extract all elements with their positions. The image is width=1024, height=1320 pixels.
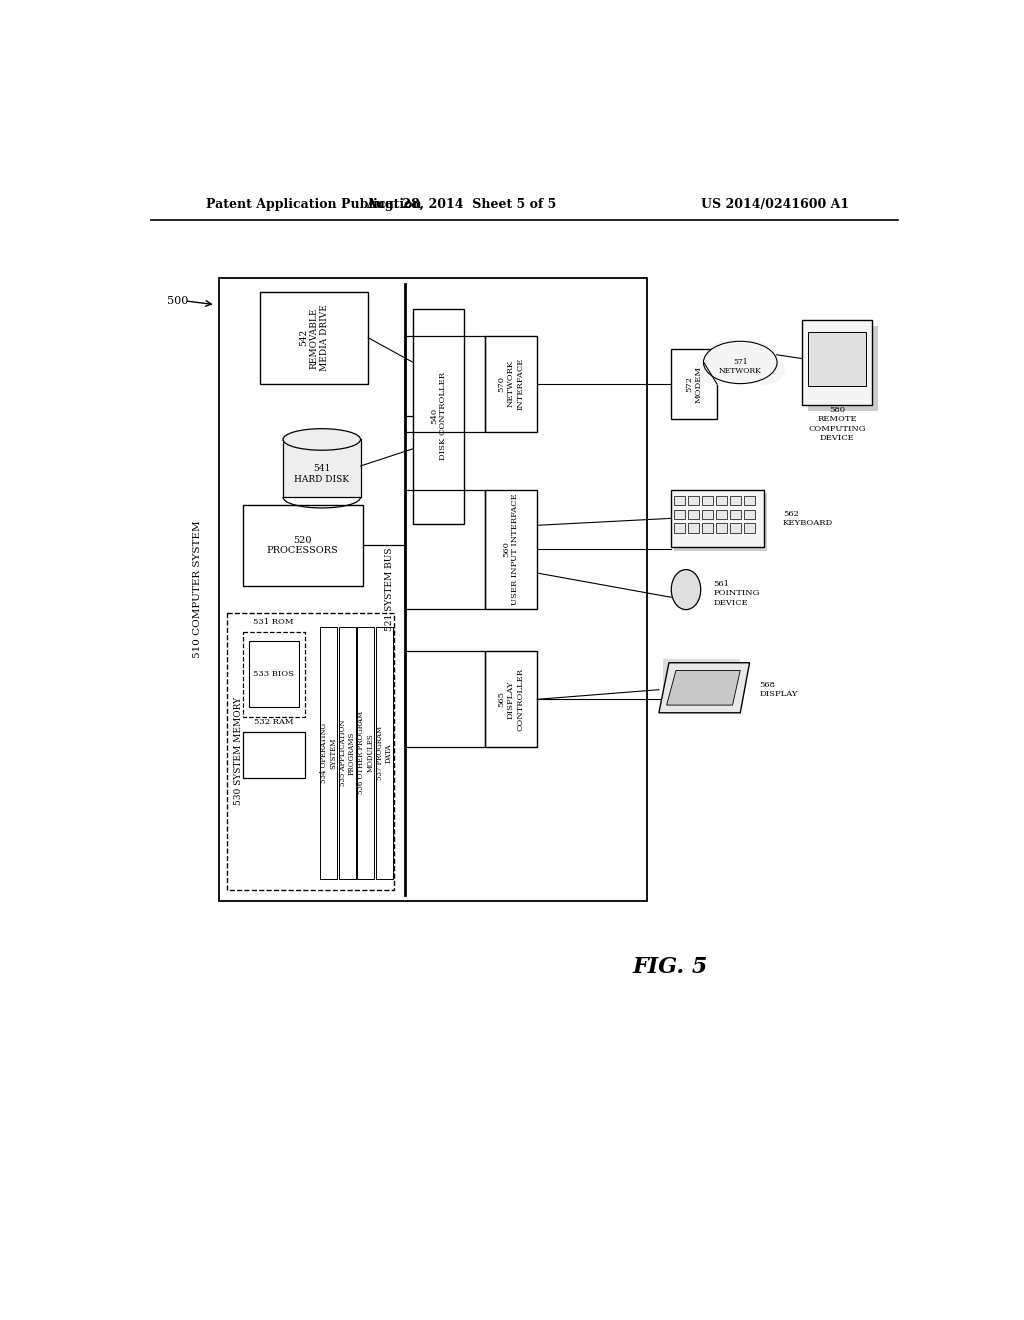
Text: 561
POINTING
DEVICE: 561 POINTING DEVICE: [713, 581, 760, 607]
Bar: [716, 510, 727, 519]
Text: 530 SYSTEM MEMORY: 530 SYSTEM MEMORY: [233, 697, 243, 805]
Bar: [249, 642, 299, 708]
Text: 560
USER INPUT INTERFACE: 560 USER INPUT INTERFACE: [502, 494, 519, 605]
Text: 533 BIOS: 533 BIOS: [253, 671, 294, 678]
Ellipse shape: [672, 570, 700, 610]
Bar: [376, 627, 393, 879]
Ellipse shape: [703, 342, 777, 384]
Bar: [406, 490, 484, 609]
Text: 541
HARD DISK: 541 HARD DISK: [294, 465, 349, 484]
Bar: [744, 496, 755, 506]
Ellipse shape: [734, 339, 769, 367]
Bar: [414, 309, 464, 524]
Ellipse shape: [283, 429, 360, 450]
Bar: [357, 627, 375, 879]
Text: Patent Application Publication: Patent Application Publication: [206, 198, 421, 211]
Text: 565
DISPLAY
CONTROLLER: 565 DISPLAY CONTROLLER: [498, 668, 524, 731]
Polygon shape: [667, 671, 740, 705]
Bar: [219, 277, 647, 902]
Bar: [484, 335, 538, 432]
Bar: [675, 524, 685, 533]
Bar: [730, 524, 741, 533]
Bar: [730, 510, 741, 519]
Bar: [688, 496, 699, 506]
Text: 571
NETWORK: 571 NETWORK: [719, 358, 762, 375]
Text: 562
KEYBOARD: 562 KEYBOARD: [783, 510, 834, 527]
Text: 510 COMPUTER SYSTEM: 510 COMPUTER SYSTEM: [194, 521, 203, 659]
Ellipse shape: [695, 355, 738, 385]
Bar: [243, 632, 305, 717]
Text: 570
NETWORK
INTERFACE: 570 NETWORK INTERFACE: [498, 358, 524, 409]
Text: 542
REMOVABLE
MEDIA DRIVE: 542 REMOVABLE MEDIA DRIVE: [299, 305, 329, 371]
Bar: [716, 524, 727, 533]
Bar: [321, 627, 337, 879]
Text: 536 OTHER PROGRAM
MODULES: 536 OTHER PROGRAM MODULES: [357, 711, 375, 795]
Bar: [283, 440, 360, 498]
Text: 535 APPLICATION
PROGRAMS: 535 APPLICATION PROGRAMS: [339, 719, 356, 787]
Text: 568
DISPLAY: 568 DISPLAY: [760, 681, 798, 698]
Bar: [716, 496, 727, 506]
Bar: [663, 659, 740, 713]
Bar: [809, 326, 879, 411]
Ellipse shape: [712, 339, 746, 367]
Bar: [802, 321, 872, 405]
Bar: [688, 510, 699, 519]
Text: 521 SYSTEM BUS: 521 SYSTEM BUS: [385, 548, 394, 631]
Text: 540
DISK CONTROLLER: 540 DISK CONTROLLER: [430, 372, 447, 461]
Text: 520
PROCESSORS: 520 PROCESSORS: [267, 536, 339, 554]
Bar: [671, 490, 764, 548]
Bar: [243, 733, 305, 779]
Text: 534 OPERATING
SYSTEM: 534 OPERATING SYSTEM: [321, 723, 337, 783]
Text: 537 PROGRAM
DATA: 537 PROGRAM DATA: [376, 726, 393, 780]
Bar: [675, 496, 685, 506]
Bar: [702, 496, 713, 506]
Ellipse shape: [706, 343, 775, 381]
Polygon shape: [658, 663, 750, 713]
Bar: [406, 651, 484, 747]
Bar: [260, 292, 369, 384]
Bar: [406, 335, 484, 432]
Text: 531 ROM: 531 ROM: [254, 618, 294, 626]
Bar: [243, 506, 362, 586]
Text: 572
MODEM: 572 MODEM: [685, 366, 702, 403]
Bar: [484, 651, 538, 747]
Bar: [809, 331, 866, 385]
Bar: [675, 494, 767, 552]
Bar: [671, 350, 717, 418]
Bar: [675, 510, 685, 519]
Text: 500: 500: [167, 296, 188, 306]
Bar: [688, 524, 699, 533]
Bar: [339, 627, 356, 879]
Text: FIG. 5: FIG. 5: [633, 956, 709, 978]
Text: US 2014/0241600 A1: US 2014/0241600 A1: [700, 198, 849, 211]
Bar: [744, 510, 755, 519]
Text: Aug. 28, 2014  Sheet 5 of 5: Aug. 28, 2014 Sheet 5 of 5: [367, 198, 556, 211]
Bar: [702, 524, 713, 533]
Ellipse shape: [742, 355, 784, 385]
Bar: [744, 524, 755, 533]
Bar: [227, 612, 394, 890]
Bar: [484, 490, 538, 609]
Bar: [702, 510, 713, 519]
Text: 532 RAM: 532 RAM: [254, 718, 294, 726]
Text: 580
REMOTE
COMPUTING
DEVICE: 580 REMOTE COMPUTING DEVICE: [808, 407, 866, 442]
Bar: [730, 496, 741, 506]
